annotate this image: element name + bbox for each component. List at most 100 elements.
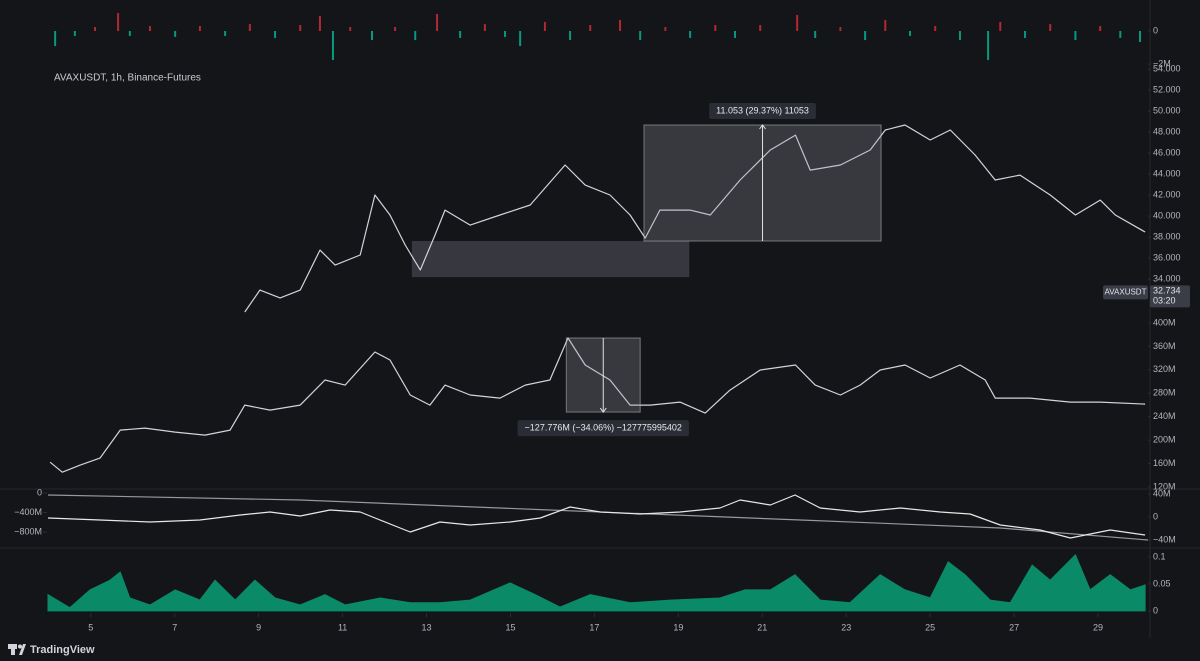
logo-part	[19, 644, 26, 655]
footer-brand: TradingView	[30, 644, 95, 656]
delta-bar	[884, 19, 887, 31]
delta-bar	[796, 14, 799, 31]
delta-bar	[370, 30, 373, 41]
x-tick-label: 15	[505, 622, 515, 632]
series-line	[244, 124, 1146, 313]
price-tag-value-bg	[1150, 285, 1190, 308]
delta-bar	[94, 27, 97, 31]
y-tick-label: 48.000	[1153, 126, 1181, 136]
delta-bar	[331, 30, 334, 61]
y-tick-label: −800M	[14, 526, 42, 536]
delta-bar	[987, 30, 990, 61]
price-tag-countdown: 03:20	[1153, 296, 1176, 306]
delta-bar	[1119, 30, 1122, 38]
delta-bar	[543, 21, 546, 31]
range-box	[411, 241, 690, 278]
price-tag-symbol: AVAXUSDT	[1105, 287, 1147, 296]
delta-bar	[248, 24, 251, 31]
delta-bar	[864, 30, 867, 41]
delta-bar	[198, 26, 201, 31]
delta-bar	[504, 30, 507, 37]
y-tick-label: 42.000	[1153, 189, 1181, 199]
delta-bar	[519, 30, 522, 47]
delta-bar	[299, 25, 302, 31]
series-area	[47, 554, 1146, 612]
delta-bar	[414, 30, 417, 41]
delta-bar	[1139, 30, 1142, 43]
footer-bar	[0, 638, 1200, 661]
y-tick-label: 320M	[1153, 364, 1176, 374]
series-line	[47, 494, 1149, 541]
delta-bar	[639, 30, 642, 41]
delta-bar	[1099, 26, 1102, 31]
delta-bar	[459, 30, 462, 38]
measure-arrowhead	[599, 407, 607, 413]
y2-tick-label: 40M	[1153, 488, 1171, 498]
delta-bar	[934, 26, 937, 31]
delta-bar	[117, 12, 120, 31]
delta-bar	[318, 15, 321, 31]
y-tick-label: 0.1	[1153, 551, 1166, 561]
delta-bar	[54, 30, 57, 47]
logo-part	[11, 649, 15, 655]
y-tick-label: 200M	[1153, 435, 1176, 445]
delta-bar	[394, 27, 397, 31]
delta-bar	[958, 30, 961, 41]
delta-bar	[1074, 30, 1077, 41]
x-tick-label: 5	[88, 622, 93, 632]
y2-tick-label: 0	[1153, 511, 1158, 521]
x-tick-label: 9	[256, 622, 261, 632]
x-tick-label: 17	[589, 622, 599, 632]
y-tick-label: 40.000	[1153, 210, 1181, 220]
y-tick-label: 46.000	[1153, 147, 1181, 157]
series-line	[47, 494, 1146, 539]
delta-bar	[73, 30, 76, 36]
measure-arrowhead	[759, 124, 766, 130]
delta-bar	[814, 30, 817, 38]
x-tick-label: 21	[757, 622, 767, 632]
x-tick-label: 7	[172, 622, 177, 632]
delta-bar	[483, 24, 486, 31]
y-tick-label: 400M	[1153, 317, 1176, 327]
chart-title: AVAXUSDT, 1h, Binance-Futures	[54, 73, 201, 84]
x-tick-label: 19	[673, 622, 683, 632]
y-tick-label: 160M	[1153, 458, 1176, 468]
y-tick-label: 240M	[1153, 411, 1176, 421]
y-tick-label: 120M	[1153, 481, 1176, 491]
price-tag-value: 32.734	[1153, 286, 1181, 296]
y-tick-label: 0	[1153, 605, 1158, 615]
x-tick-label: 27	[1009, 622, 1019, 632]
measure-label-bg	[517, 420, 689, 437]
delta-bar	[589, 25, 592, 31]
y-tick-label: 0.05	[1153, 578, 1171, 588]
y-tick-label: 44.000	[1153, 168, 1181, 178]
y-tick-label: 54.000	[1153, 63, 1181, 73]
measure-label-bg	[709, 103, 816, 120]
delta-bar	[274, 30, 277, 38]
delta-bar	[714, 25, 717, 31]
x-tick-label: 11	[338, 622, 347, 632]
delta-bar	[1024, 30, 1027, 38]
delta-bar	[128, 30, 131, 36]
delta-bar	[839, 27, 842, 31]
tradingview-logo	[8, 644, 26, 655]
logo-part	[18, 644, 22, 649]
delta-bar	[224, 30, 227, 36]
delta-bar	[349, 27, 352, 31]
measure-label: −127.776M (−34.06%) −127775995402	[525, 422, 682, 432]
x-tick-label: 13	[422, 622, 432, 632]
delta-bar	[734, 30, 737, 38]
logo-part	[8, 644, 17, 649]
y-tick-label: 0	[1153, 25, 1158, 35]
delta-bar	[664, 27, 667, 31]
delta-bar	[909, 30, 912, 36]
y-tick-label: −2M	[1153, 58, 1171, 68]
delta-bar	[569, 30, 572, 41]
series-line	[49, 337, 1146, 473]
delta-bar	[148, 26, 151, 31]
y-tick-label: 36.000	[1153, 252, 1181, 262]
y-tick-label: 280M	[1153, 388, 1176, 398]
y-tick-label: 50.000	[1153, 105, 1181, 115]
